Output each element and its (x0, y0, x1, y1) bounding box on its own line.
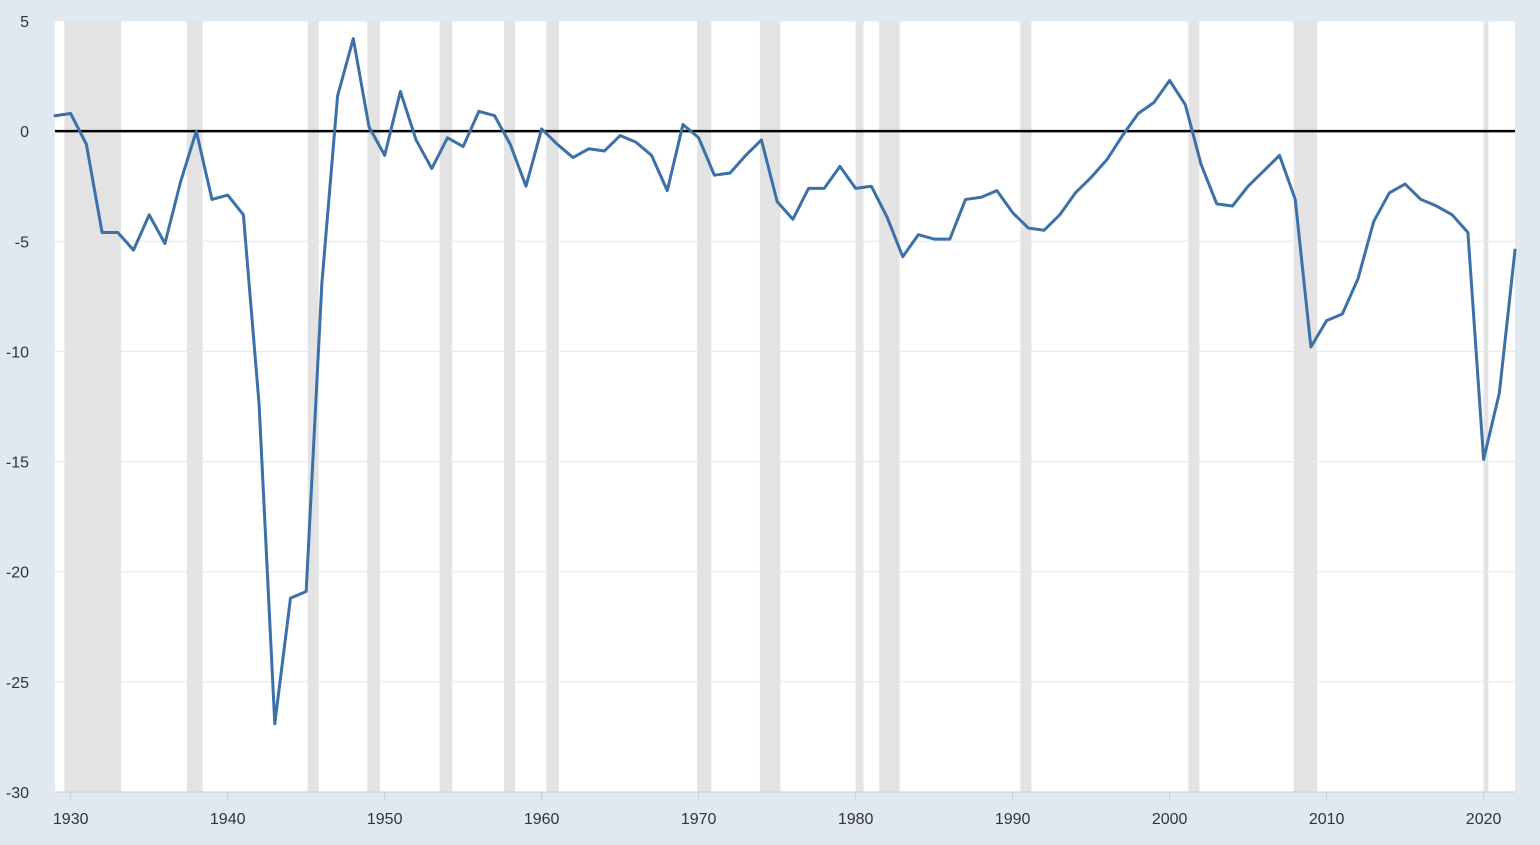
x-tick-label-1930: 1930 (53, 811, 89, 828)
y-tick-label-0: 0 (20, 124, 29, 141)
series-line-0 (53, 37, 1517, 726)
y-tick-label--10: -10 (6, 344, 29, 361)
x-tick-label-2010: 2010 (1309, 811, 1345, 828)
x-axis: 1930 1940 1950 1960 1970 1980 1990 2000 2010 2020 (53, 791, 1515, 828)
recession-band-10 (879, 21, 900, 792)
x-tick-label-1980: 1980 (838, 811, 874, 828)
x-tick-label-2000: 2000 (1152, 811, 1188, 828)
recession-band-2 (307, 21, 319, 792)
recession-band-14 (1483, 21, 1489, 792)
y-tick-label--25: -25 (6, 675, 29, 692)
recession-band-13 (1293, 21, 1318, 792)
recession-band-12 (1188, 21, 1200, 792)
series-group (53, 37, 1517, 726)
y-tick-label--30: -30 (6, 785, 29, 802)
recession-band-7 (697, 21, 712, 792)
recession-band-3 (367, 21, 380, 792)
x-tick-label-1950: 1950 (367, 811, 403, 828)
recession-band-4 (439, 21, 453, 792)
recession-band-8 (759, 21, 781, 792)
recession-band-1 (186, 21, 203, 792)
y-axis: 5 0 -5 -10 -15 -20 -25 -30 (6, 14, 29, 802)
recession-band-6 (546, 21, 559, 792)
x-tick-label-1960: 1960 (524, 811, 560, 828)
x-tick-label-1970: 1970 (681, 811, 717, 828)
y-tick-label--5: -5 (15, 234, 29, 251)
recession-band-9 (855, 21, 864, 792)
y-tick-label--15: -15 (6, 455, 29, 472)
plot-background (55, 21, 1515, 792)
recession-band-11 (1020, 21, 1032, 792)
recession-band-0 (64, 21, 121, 792)
x-tick-label-1990: 1990 (995, 811, 1031, 828)
y-tick-label-5: 5 (20, 14, 29, 31)
x-tick-label-2020: 2020 (1466, 811, 1502, 828)
recession-band-5 (503, 21, 515, 792)
x-tick-label-1940: 1940 (210, 811, 246, 828)
y-tick-label--20: -20 (6, 565, 29, 582)
